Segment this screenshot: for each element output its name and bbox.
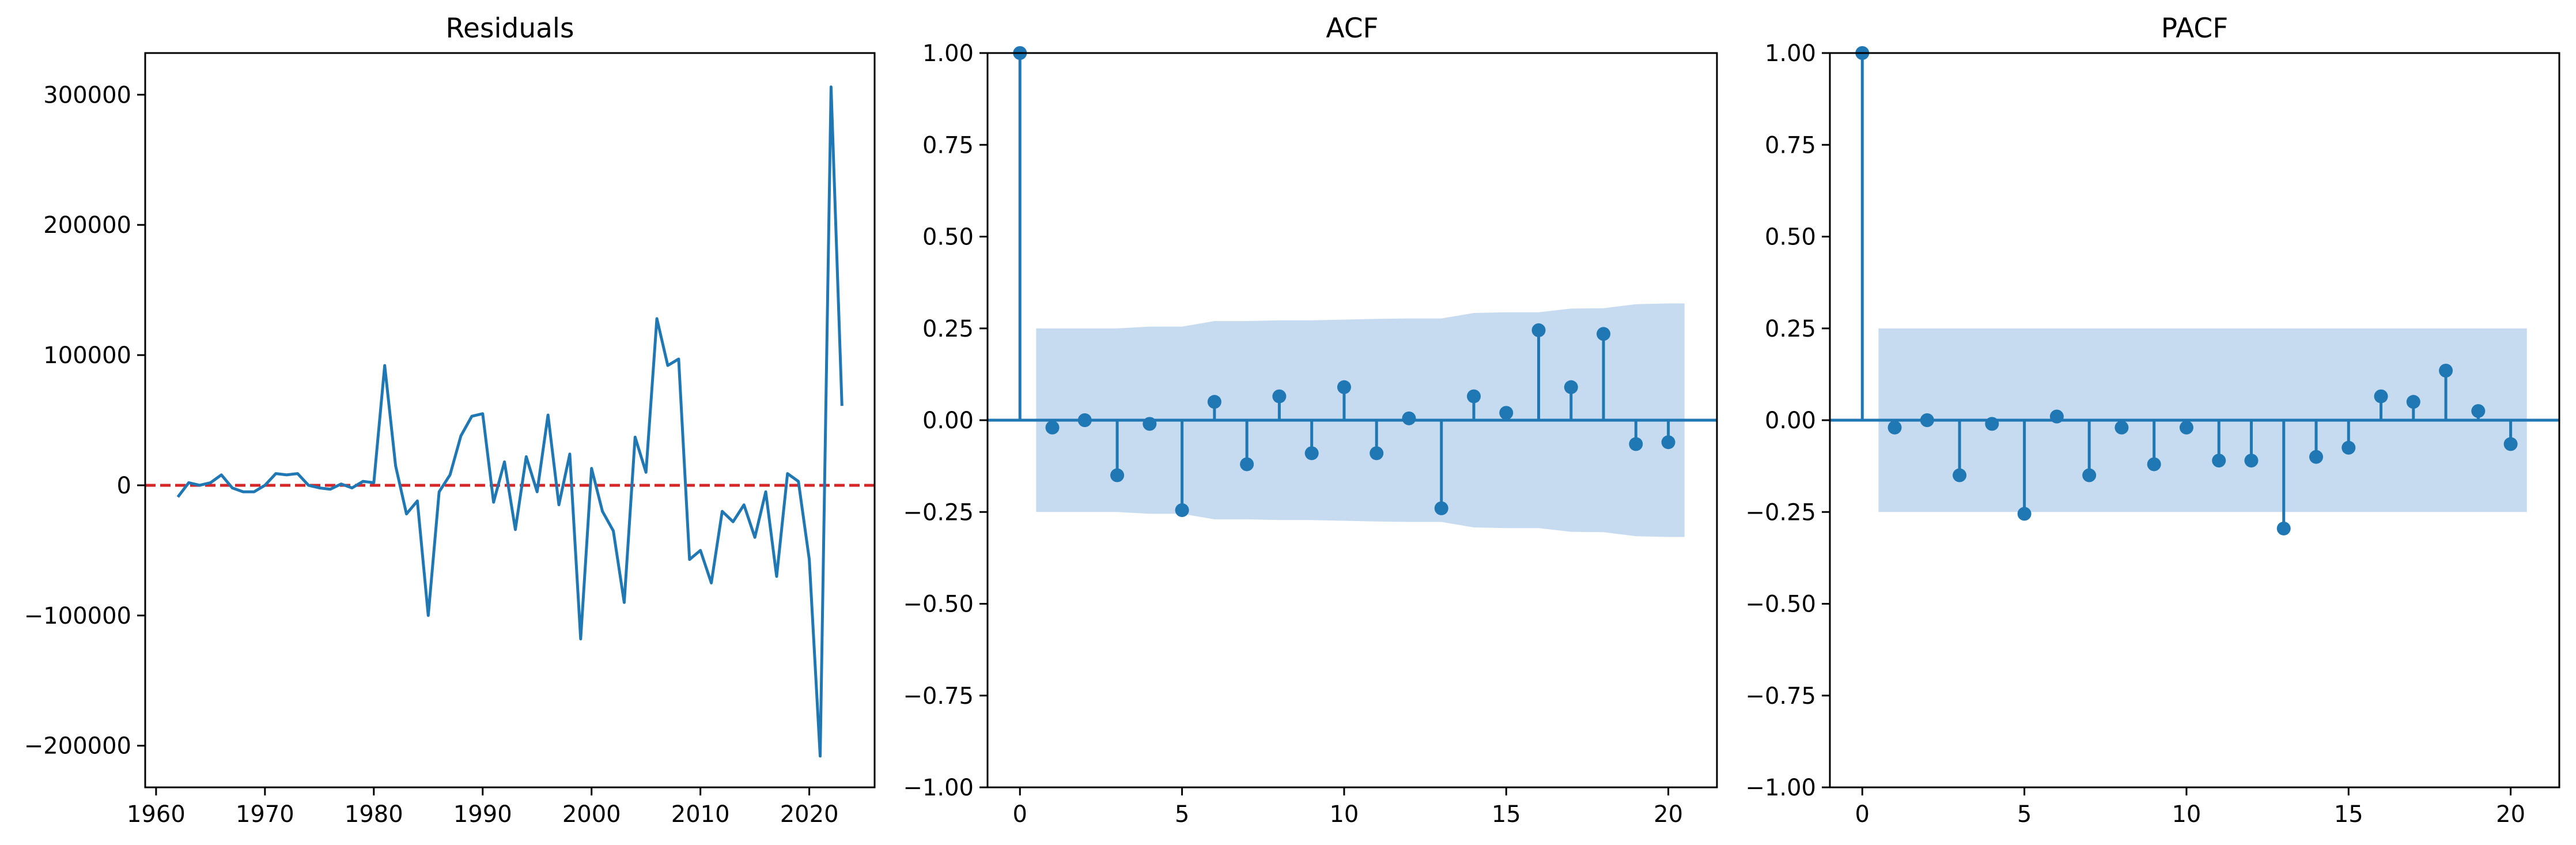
y-tick-label: 1.00 (922, 40, 974, 67)
stem-marker (2439, 364, 2453, 378)
stem-marker (1337, 380, 1351, 394)
stem-marker (1531, 323, 1546, 337)
stem-marker (1953, 468, 1967, 482)
stem-marker (2147, 457, 2161, 471)
stem-marker (2374, 389, 2388, 403)
y-tick-label: −1.00 (1745, 775, 1816, 801)
stem-marker (2212, 454, 2226, 468)
stem-marker (1629, 437, 1643, 451)
stem-marker (2276, 521, 2291, 535)
y-tick-label: 200000 (43, 212, 131, 239)
axes-frame (986, 52, 1718, 789)
stem-marker (1143, 417, 1157, 431)
y-tick-label: 100000 (43, 342, 131, 369)
stem-marker (2342, 440, 2356, 455)
stem-marker (1434, 501, 1448, 515)
y-tick-label: 300000 (43, 82, 131, 108)
y-tick-label: −1.00 (903, 775, 974, 801)
axes-frame (144, 52, 876, 789)
x-tick-label: 20 (2496, 801, 2525, 828)
y-tick-label: 0.50 (1765, 224, 1816, 251)
y-tick-label: 0 (117, 473, 131, 499)
stem-marker (1597, 327, 1611, 341)
stem-marker (2244, 454, 2259, 468)
stem-marker (1920, 413, 1934, 427)
acf-title: ACF (1326, 13, 1378, 44)
x-tick-label: 10 (1329, 801, 1359, 828)
x-tick-label: 1960 (127, 801, 186, 828)
stem-marker (1661, 435, 1675, 450)
pacf-panel: PACF 0 5 10 15 20 −1.00 −0.75 −0.50 −0.25 0.00 0.2… (1745, 13, 2560, 828)
stem-marker (2309, 450, 2323, 464)
x-tick-label: 2020 (780, 801, 839, 828)
x-tick-label: 1970 (236, 801, 294, 828)
stem-marker (2114, 420, 2129, 435)
y-tick-label: 0.50 (922, 224, 974, 251)
y-tick-label: −0.50 (1745, 591, 1816, 618)
y-tick-label: 0.75 (922, 132, 974, 159)
x-tick-label: 10 (2172, 801, 2201, 828)
stem-marker (2503, 437, 2518, 451)
stem-marker (1207, 395, 1221, 409)
pacf-title: PACF (2161, 13, 2229, 44)
stem-marker (1240, 457, 1254, 471)
stem-marker (1304, 446, 1319, 461)
x-tick-label: 1980 (345, 801, 403, 828)
residuals-title: Residuals (446, 13, 574, 44)
x-tick-label: 20 (1654, 801, 1683, 828)
y-tick-label: −200000 (24, 733, 131, 760)
acf-panel: ACF 0 5 10 15 20 −1.00 −0.75 −0.50 −0.25 0.00 0.25… (903, 13, 1718, 828)
residuals-series-line (176, 85, 843, 758)
x-tick-label: 15 (1492, 801, 1521, 828)
stem-marker (2406, 395, 2420, 409)
stem-marker (1077, 413, 1092, 427)
stem-marker (1370, 446, 1384, 461)
stem-marker (1985, 417, 1999, 431)
stem-marker (1564, 380, 1578, 394)
residuals-panel: Residuals 1960 1970 1980 1990 2000 2010 2020 −2… (24, 13, 876, 828)
y-tick-label: −0.25 (903, 499, 974, 526)
y-tick-label: 0.25 (1765, 316, 1816, 342)
stem-marker (1175, 503, 1189, 518)
y-tick-label: 0.75 (1765, 132, 1816, 159)
y-tick-label: −100000 (24, 603, 131, 629)
y-tick-label: 0.00 (1765, 408, 1816, 434)
stem-marker (1467, 389, 1481, 403)
stem-marker (1499, 406, 1514, 420)
y-tick-label: 1.00 (1765, 40, 1816, 67)
x-tick-label: 2000 (562, 801, 621, 828)
y-tick-label: −0.75 (1745, 683, 1816, 710)
y-tick-label: 0.00 (922, 408, 974, 434)
axes-frame (1829, 52, 2560, 789)
stem-marker (2082, 468, 2097, 482)
y-tick-label: −0.50 (903, 591, 974, 618)
x-tick-label: 0 (1855, 801, 1870, 828)
y-tick-label: −0.25 (1745, 499, 1816, 526)
x-tick-label: 2010 (671, 801, 730, 828)
stem-marker (1272, 389, 1287, 403)
y-tick-label: −0.75 (903, 683, 974, 710)
x-tick-label: 5 (1175, 801, 1189, 828)
stem-marker (2049, 409, 2064, 424)
stem-marker (2017, 507, 2032, 521)
x-tick-label: 0 (1013, 801, 1027, 828)
stem-marker (1045, 420, 1060, 435)
stem-marker (1887, 420, 1902, 435)
y-tick-label: 0.25 (922, 316, 974, 342)
stem-marker (2179, 420, 2193, 435)
stem-marker (1110, 468, 1125, 482)
x-tick-label: 1990 (453, 801, 512, 828)
stem-marker (1402, 411, 1416, 425)
stem-marker (2471, 404, 2486, 418)
x-tick-label: 5 (2017, 801, 2032, 828)
x-tick-label: 15 (2334, 801, 2363, 828)
